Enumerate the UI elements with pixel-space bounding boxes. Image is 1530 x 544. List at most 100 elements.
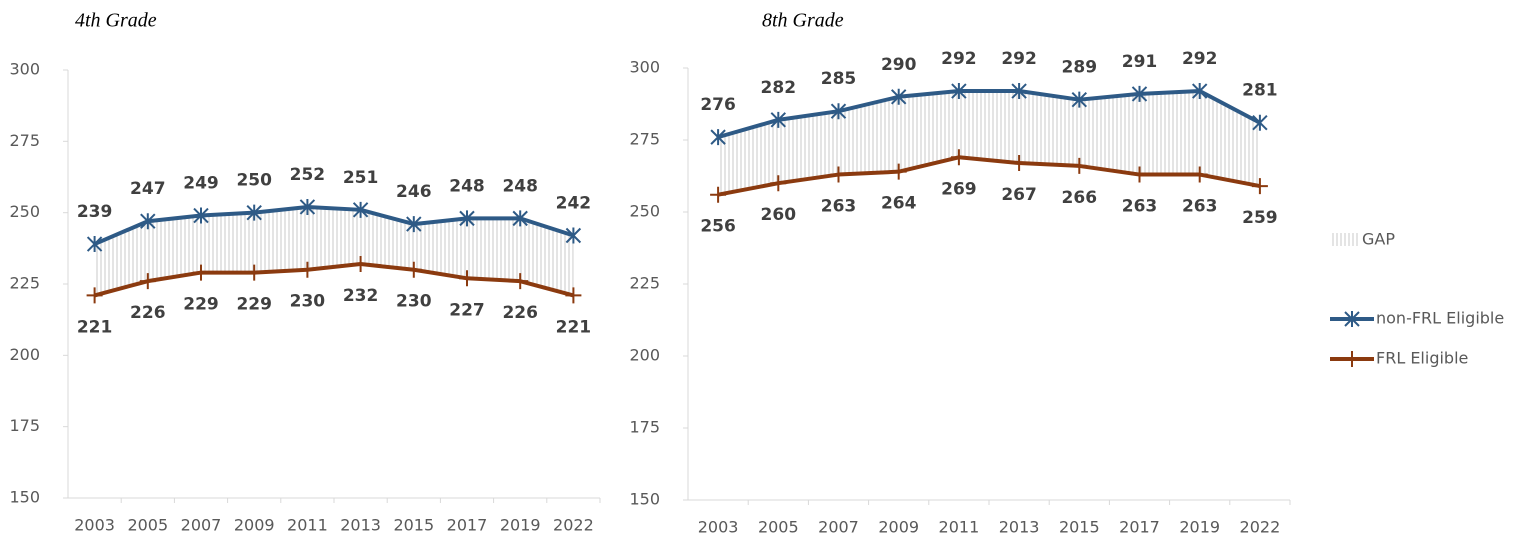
- y-tick-label: 300: [9, 60, 40, 79]
- marker: [565, 287, 582, 304]
- x-tick-label: 2005: [127, 516, 168, 535]
- x-tick-label: 2013: [999, 518, 1040, 537]
- marker: [139, 273, 156, 290]
- value-label: 259: [1242, 208, 1278, 228]
- value-label: 230: [396, 292, 432, 312]
- marker: [1191, 83, 1208, 100]
- value-label: 289: [1062, 58, 1098, 78]
- value-label: 276: [700, 95, 736, 115]
- value-label: 227: [449, 300, 485, 320]
- marker: [830, 103, 847, 120]
- x-tick-label: 2005: [758, 518, 799, 537]
- x-tick-label: 2007: [181, 516, 222, 535]
- marker: [770, 111, 787, 128]
- gap-band: [718, 91, 1260, 195]
- y-tick-label: 225: [629, 274, 660, 293]
- value-label: 221: [77, 317, 113, 337]
- value-label: 290: [881, 55, 917, 75]
- legend-label: FRL Eligible: [1376, 349, 1468, 368]
- x-tick-label: 2019: [1179, 518, 1220, 537]
- marker: [1131, 166, 1148, 183]
- y-tick-label: 250: [9, 202, 40, 221]
- marker: [193, 207, 209, 224]
- value-label: 248: [502, 176, 538, 196]
- marker: [352, 201, 369, 218]
- y-tick-label: 200: [629, 346, 660, 365]
- x-tick-label: 2011: [939, 518, 980, 537]
- marker: [405, 261, 422, 278]
- series-line: [717, 155, 1261, 197]
- value-label: 269: [941, 179, 977, 199]
- marker: [1251, 178, 1268, 195]
- marker: [86, 287, 103, 304]
- marker: [710, 129, 726, 146]
- y-tick-label: 200: [9, 345, 40, 364]
- value-label: 260: [761, 205, 797, 225]
- gap-band: [94, 206, 574, 296]
- marker: [770, 175, 787, 192]
- x-tick-label: 2017: [447, 516, 488, 535]
- value-label: 281: [1242, 81, 1278, 101]
- value-label: 221: [556, 317, 592, 337]
- x-tick-label: 2019: [500, 516, 541, 535]
- marker: [951, 83, 967, 100]
- value-label: 249: [183, 174, 219, 194]
- chart-title: 8th Grade: [762, 10, 844, 32]
- marker: [299, 261, 316, 278]
- marker: [565, 227, 582, 244]
- series-line: [93, 204, 575, 246]
- value-label: 282: [761, 78, 797, 98]
- x-tick-label: 2013: [340, 516, 381, 535]
- marker: [246, 204, 262, 221]
- legend-label: GAP: [1362, 230, 1395, 249]
- marker: [1344, 351, 1360, 367]
- y-tick-label: 275: [629, 130, 660, 149]
- value-label: 292: [941, 49, 977, 69]
- value-label: 263: [821, 197, 857, 217]
- series-line: [717, 89, 1261, 140]
- y-tick-label: 250: [629, 202, 660, 221]
- marker: [246, 264, 263, 281]
- value-label: 252: [290, 165, 326, 185]
- value-label: 242: [556, 193, 592, 213]
- marker: [1071, 157, 1088, 174]
- value-label: 247: [130, 179, 166, 199]
- chart-title: 4th Grade: [75, 10, 157, 32]
- y-tick-label: 225: [9, 274, 40, 293]
- legend-swatch: [1330, 233, 1360, 246]
- value-label: 263: [1182, 197, 1218, 217]
- x-tick-label: 2003: [74, 516, 115, 535]
- value-label: 229: [236, 295, 272, 315]
- value-label: 248: [449, 176, 485, 196]
- y-tick-label: 275: [9, 131, 40, 150]
- marker: [890, 88, 907, 105]
- marker: [352, 256, 369, 273]
- value-label: 232: [343, 286, 379, 306]
- marker: [1011, 83, 1027, 100]
- x-tick-label: 2022: [553, 516, 594, 535]
- value-label: 246: [396, 182, 432, 202]
- value-label: 266: [1062, 188, 1098, 208]
- legend-label: non-FRL Eligible: [1376, 309, 1504, 328]
- y-tick-label: 175: [629, 418, 660, 437]
- marker: [86, 236, 103, 253]
- marker: [1344, 311, 1360, 327]
- marker: [1011, 155, 1028, 172]
- marker: [406, 216, 422, 233]
- marker: [1071, 91, 1088, 108]
- value-label: 292: [1001, 49, 1037, 69]
- y-tick-label: 150: [9, 488, 40, 507]
- value-label: 250: [236, 171, 272, 191]
- x-tick-label: 2003: [698, 518, 739, 537]
- value-label: 264: [881, 194, 917, 214]
- value-label: 229: [183, 295, 219, 315]
- marker: [830, 166, 847, 183]
- marker: [140, 213, 156, 230]
- x-tick-label: 2015: [393, 516, 434, 535]
- x-tick-label: 2007: [818, 518, 859, 537]
- value-label: 251: [343, 168, 379, 188]
- y-tick-label: 300: [629, 58, 660, 77]
- marker: [710, 186, 727, 203]
- x-tick-label: 2009: [234, 516, 275, 535]
